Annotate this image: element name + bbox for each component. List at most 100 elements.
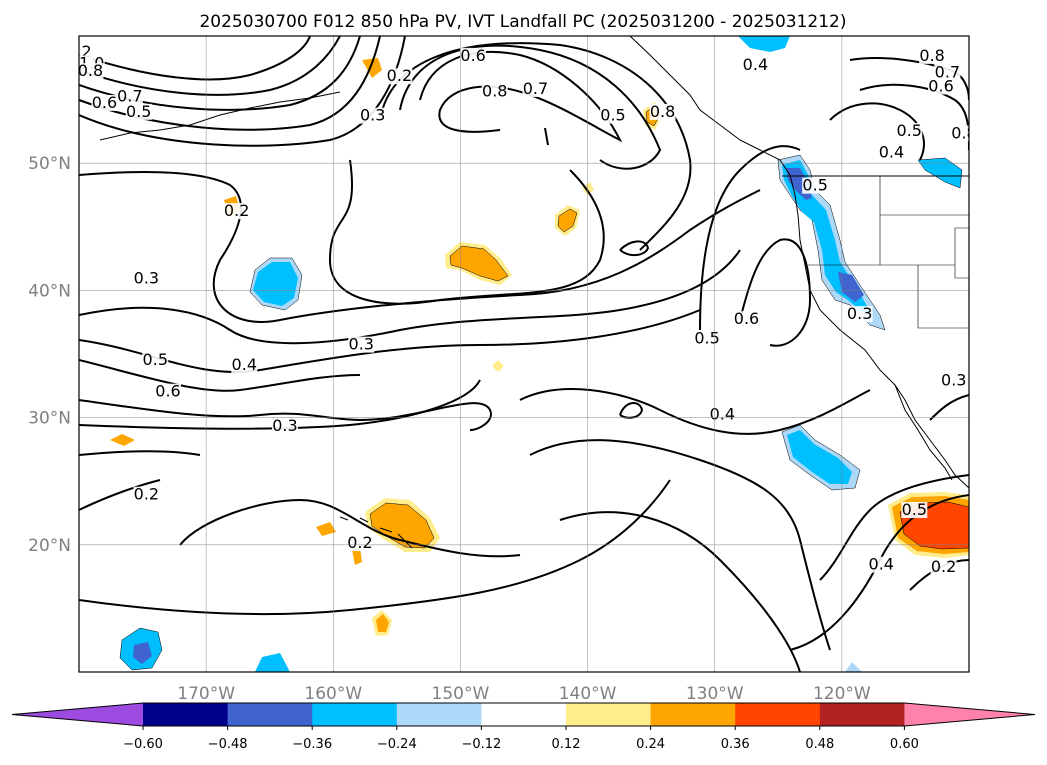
shading-neg-bottom bbox=[255, 653, 290, 672]
contour-label-bg bbox=[846, 306, 873, 323]
contour-label: 0.2 bbox=[346, 533, 373, 552]
contour-label-bg bbox=[133, 270, 160, 287]
colorbar-tick-label: −0.24 bbox=[377, 737, 417, 752]
colorbar-tick-label: 0.36 bbox=[721, 737, 750, 752]
contour-coast-lobe bbox=[699, 145, 801, 331]
shading-neg-bottom-right bbox=[845, 662, 862, 672]
contour-nw-5 bbox=[79, 36, 311, 81]
contour-label-text: 0.7 bbox=[935, 62, 960, 81]
contour-label-bg bbox=[930, 559, 957, 576]
contour-label: 0.8 bbox=[919, 46, 946, 65]
contour-east-3 bbox=[559, 511, 801, 672]
contour-label-text: 0.7 bbox=[117, 87, 142, 106]
contour-label-text: 0.2 bbox=[387, 66, 412, 85]
contour-mid-1 bbox=[79, 249, 741, 345]
contour-label-bg bbox=[878, 144, 905, 161]
contour-label-text: 0.6 bbox=[92, 93, 117, 112]
contour-label-text: 0.6 bbox=[460, 46, 485, 65]
contour-label: 0.2 bbox=[386, 66, 413, 85]
colorbar-segment bbox=[566, 703, 652, 726]
contour-label: 0.8 bbox=[950, 123, 969, 142]
contour-label-bg bbox=[709, 406, 736, 423]
contour-label: 0.4 bbox=[868, 555, 895, 574]
contour-label-bg bbox=[125, 103, 152, 120]
contour-label-bg bbox=[919, 47, 946, 64]
shading-pos-n1-mid bbox=[557, 208, 578, 233]
contour-east-2 bbox=[529, 439, 831, 651]
contour-mid-2 bbox=[79, 309, 701, 374]
contour-label-text: 0.4 bbox=[743, 55, 768, 74]
shading-pos-s2 bbox=[352, 548, 362, 565]
contour-east-lobe bbox=[739, 238, 812, 347]
contour-south-2 bbox=[79, 479, 671, 616]
lat-tick-label: 20°N bbox=[28, 536, 71, 556]
colorbar-segment bbox=[396, 703, 482, 726]
contour-label-bg bbox=[940, 372, 967, 389]
shading-neg-west-mid bbox=[253, 262, 298, 306]
contour-se-2 bbox=[819, 474, 969, 581]
colorbar-segment bbox=[650, 703, 736, 726]
hawaii-islands bbox=[339, 516, 413, 549]
contour-label: 0.6 bbox=[733, 309, 760, 328]
contour-label: 0.8 bbox=[79, 61, 104, 80]
contour-label-text: 0.6 bbox=[928, 76, 953, 95]
contour-label: 0.6 bbox=[91, 93, 118, 112]
contour-label-text: 0.5 bbox=[802, 176, 827, 195]
map-frame bbox=[78, 35, 970, 673]
lon-tick-label: 120°W bbox=[813, 684, 871, 704]
lat-tick-label: 50°N bbox=[28, 154, 71, 174]
shading-pos-far-w bbox=[110, 434, 135, 446]
contour-label: 0.2 bbox=[930, 557, 957, 576]
contour-label: 0.5 bbox=[694, 328, 721, 347]
contour-label: 0.3 bbox=[271, 416, 298, 435]
contour-label: 0.3 bbox=[940, 370, 967, 389]
contour-label-text: 0.5 bbox=[126, 102, 151, 121]
contour-big-loop bbox=[328, 159, 605, 305]
contour-label-bg bbox=[901, 502, 928, 518]
contour-label-bg bbox=[155, 383, 181, 400]
contour-label-bg bbox=[733, 311, 760, 328]
contour-label-text: 0.2 bbox=[134, 485, 159, 504]
contour-label-bg bbox=[694, 330, 721, 347]
colorbar-segment bbox=[481, 703, 567, 726]
contour-label-bg bbox=[481, 83, 508, 100]
contour-label-bg bbox=[742, 56, 769, 73]
colorbar-segment bbox=[312, 703, 398, 726]
contour-label-text: 0.5 bbox=[897, 121, 922, 140]
contour-label-text: 0.2 bbox=[347, 533, 372, 552]
contour-label-text: 0.4 bbox=[710, 405, 735, 424]
map-panel: 1.21.00.80.6 0.70.5 0.30.20.60.8 0.70.5 0.80… bbox=[28, 35, 970, 704]
contour-label-text: 0.3 bbox=[847, 304, 872, 323]
contour-sm-2 bbox=[619, 240, 650, 256]
contour-label-bg bbox=[133, 486, 160, 503]
contour-label: 0.5 bbox=[901, 500, 928, 519]
contour-label-bg bbox=[223, 203, 250, 220]
aleutians bbox=[99, 91, 341, 141]
contour-label-bg bbox=[928, 78, 955, 95]
coastline-baja bbox=[894, 384, 953, 481]
shading-pos-small1 bbox=[582, 182, 594, 195]
contour-label: 0.2 bbox=[223, 201, 250, 220]
contour-label: 0.8 bbox=[649, 102, 676, 121]
contour-label-bg bbox=[142, 351, 169, 368]
colorbar-segment bbox=[227, 703, 313, 726]
shading-neg-ne bbox=[917, 157, 963, 189]
shading-pos-dot bbox=[492, 360, 504, 372]
map-background bbox=[79, 36, 969, 672]
contour-label-text: 0.5 bbox=[694, 328, 719, 347]
colorbar-tick-label: −0.48 bbox=[208, 737, 248, 752]
contour-label: 0.3 bbox=[846, 304, 873, 323]
contour-label-bg bbox=[950, 125, 969, 142]
contour-label-bg bbox=[934, 64, 961, 81]
contour-label: 0.4 bbox=[709, 405, 736, 424]
lon-tick-label: 170°W bbox=[177, 684, 235, 704]
contour-mid-6 bbox=[79, 450, 201, 456]
contour-label: 0.6 bbox=[155, 382, 181, 401]
contour-label: 0.5 bbox=[600, 106, 626, 125]
colorbar-extend-right bbox=[904, 703, 1035, 726]
contour-ridge-1 bbox=[419, 51, 623, 143]
contour-label-text: 0.5 bbox=[143, 350, 168, 369]
contour-label-text: 0.3 bbox=[941, 370, 966, 389]
shading-pos-hawaii-mid bbox=[369, 502, 435, 549]
contour-west-6 bbox=[79, 171, 761, 323]
